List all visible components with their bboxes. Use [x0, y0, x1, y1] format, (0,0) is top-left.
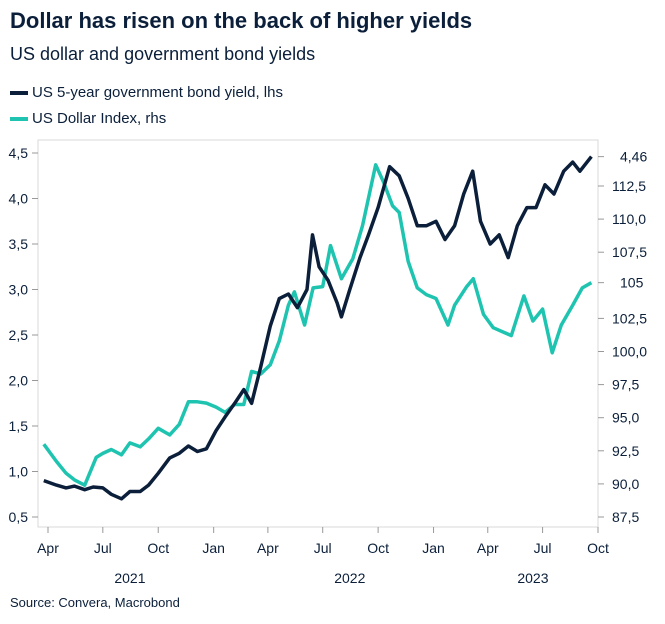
legend-label: US 5-year government bond yield, lhs [32, 84, 283, 101]
y-left-tick-label: 4,0 [9, 191, 29, 207]
legend-swatch [10, 116, 28, 121]
series-line-dollar-index [42, 163, 593, 487]
x-tick-label: Jan [422, 540, 445, 556]
x-tick-label: Apr [257, 540, 279, 556]
y-left-tick-label: 3,0 [9, 282, 29, 298]
x-tick-label: Oct [147, 540, 169, 556]
y-right-tick-label: 100,0 [612, 344, 647, 360]
y-left-tick-label: 3,5 [9, 236, 29, 252]
y-left-tick-label: 1,5 [9, 418, 29, 434]
x-tick-label: Apr [477, 540, 499, 556]
y-right-tick-label: 92,5 [612, 443, 639, 459]
x-tick-label: Jul [534, 540, 552, 556]
chart-subtitle: US dollar and government bond yields [10, 44, 316, 64]
x-year-label: 2022 [334, 570, 365, 586]
y-right-tick-label: 90,0 [612, 476, 639, 492]
x-tick-label: Jan [202, 540, 225, 556]
x-tick-label: Jul [94, 540, 112, 556]
last-value-label: 4,46 [620, 149, 647, 165]
source-note: Source: Convera, Macrobond [10, 595, 180, 610]
last-value-label: 105 [620, 275, 644, 291]
y-right-tick-label: 87,5 [612, 509, 639, 525]
y-left-tick-label: 2,5 [9, 327, 29, 343]
y-right-tick-label: 95,0 [612, 410, 639, 426]
x-tick-label: Oct [587, 540, 609, 556]
legend-item-dxy: US Dollar Index, rhs [10, 110, 166, 127]
x-year-label: 2021 [114, 570, 145, 586]
y-left-tick-label: 4,5 [9, 145, 29, 161]
x-tick-label: Oct [367, 540, 389, 556]
legend-swatch [10, 90, 28, 95]
x-year-label: 2023 [517, 570, 548, 586]
y-left-tick-label: 2,0 [9, 373, 29, 389]
legend-label: US Dollar Index, rhs [32, 110, 167, 127]
legend-item-yield: US 5-year government bond yield, lhs [10, 84, 283, 101]
y-right-tick-label: 112,5 [612, 178, 646, 194]
x-tick-label: Apr [37, 540, 59, 556]
series-line-yield [43, 155, 593, 501]
y-left-tick-label: 1,0 [9, 464, 29, 480]
x-tick-label: Jul [314, 540, 332, 556]
plot-frame [37, 139, 599, 528]
y-right-tick-label: 97,5 [612, 377, 639, 393]
y-right-tick-label: 107,5 [612, 244, 647, 260]
y-left-tick-label: 0,5 [9, 509, 29, 525]
chart-title: Dollar has risen on the back of higher y… [10, 8, 473, 33]
y-right-tick-label: 110,0 [612, 211, 646, 227]
y-right-tick-label: 102,5 [612, 310, 647, 326]
